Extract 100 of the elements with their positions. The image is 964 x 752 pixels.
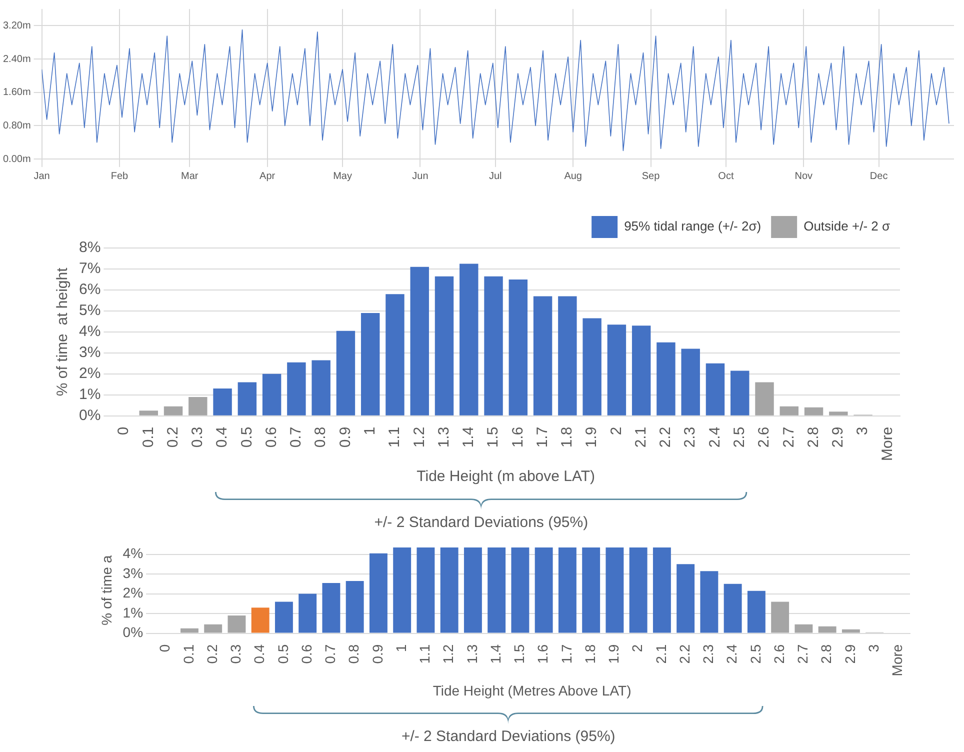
x-tick-label: 1.2	[410, 426, 428, 448]
bar	[336, 330, 356, 416]
bar	[558, 547, 576, 633]
x-tick-label: 2.7	[794, 644, 811, 664]
x-tick-label: 0.9	[369, 644, 386, 664]
bar	[164, 406, 183, 416]
x-tick-label: 2.2	[657, 426, 674, 448]
x-tick-label: 1.7	[534, 426, 551, 448]
bar	[322, 582, 340, 633]
x-tick-label: 0.1	[180, 644, 196, 664]
bar	[238, 382, 257, 416]
x-tick-label: 0.8	[346, 644, 362, 664]
bar	[460, 264, 478, 416]
legend-label: Outside +/- 2 σ	[804, 218, 890, 234]
bar	[818, 626, 836, 633]
y-tick-label: 5%	[78, 302, 101, 320]
bar	[386, 294, 404, 416]
bar	[312, 360, 330, 416]
bar	[607, 324, 626, 416]
x-tick-label: Oct	[718, 170, 734, 182]
bar	[582, 547, 600, 633]
x-tick-label: 0.7	[288, 426, 305, 448]
bar	[484, 276, 503, 416]
x-tick-label: 2.3	[682, 426, 699, 448]
x-tick-label: Nov	[794, 170, 813, 182]
text: +/- 2 Standard Deviations (95%)	[373, 514, 590, 531]
x-tick-label: 2.5	[731, 426, 748, 448]
x-tick-label: 2.3	[700, 644, 716, 664]
legend-label: 95% tidal range (+/- 2σ)	[624, 218, 762, 234]
x-axis-title: Tide Height (m above LAT)	[416, 468, 596, 486]
x-tick-label: 1.4	[460, 426, 478, 448]
x-tick-label: 2	[629, 644, 646, 652]
bar	[180, 628, 198, 633]
y-tick-label: 0%	[78, 406, 101, 424]
bar	[262, 374, 282, 416]
x-tick-label: 1.8	[582, 644, 598, 664]
x-tick-label: Dec	[870, 170, 888, 182]
bar	[440, 547, 458, 633]
y-tick-label: 7%	[78, 260, 101, 278]
bar	[287, 362, 306, 416]
bar	[346, 580, 364, 633]
bar	[188, 396, 208, 416]
bar	[360, 313, 380, 416]
bar	[582, 318, 602, 416]
x-tick-label: 1.9	[606, 644, 622, 664]
bar	[464, 547, 482, 633]
bar	[724, 584, 742, 633]
y-tick-label: 2%	[122, 584, 144, 601]
bar	[213, 388, 232, 416]
bar	[274, 602, 293, 633]
x-tick-label: 1	[361, 426, 378, 436]
bar	[804, 407, 824, 416]
bar	[393, 547, 412, 633]
bar	[747, 590, 766, 633]
x-tick-label: 0.6	[298, 644, 314, 664]
bar	[829, 412, 848, 416]
bar	[700, 571, 718, 633]
x-tick-label: 3	[865, 644, 882, 652]
x-tick-label: 0.3	[228, 644, 244, 664]
x-tick-label: Feb	[110, 170, 129, 182]
x-tick-label: 1.6	[534, 644, 551, 664]
x-tick-label: Jul	[488, 170, 502, 182]
y-axis-title: % of time at height	[54, 266, 72, 396]
x-tick-label: 1.8	[558, 426, 576, 448]
bar	[228, 616, 246, 633]
x-tick-label: 0.8	[312, 426, 330, 448]
x-tick-label: 1.6	[509, 426, 526, 448]
x-tick-label: More	[889, 644, 906, 676]
y-tick-label: 2.40m	[2, 54, 31, 65]
x-tick-label: 0	[156, 644, 173, 652]
x-tick-label: 1.2	[440, 644, 456, 664]
bar	[676, 564, 695, 633]
x-tick-label: 2.9	[830, 426, 847, 448]
bar	[681, 348, 700, 416]
bar	[139, 410, 158, 416]
x-tick-label: 1.1	[386, 426, 404, 448]
x-tick-label: Aug	[564, 170, 582, 182]
x-tick-label: 0.2	[204, 644, 220, 664]
y-tick-label: 2%	[78, 365, 101, 382]
bar	[780, 406, 799, 416]
y-tick-label: 8%	[78, 239, 101, 256]
x-tick-label: 1.5	[484, 426, 502, 448]
y-tick-label: 1%	[122, 604, 144, 620]
y-tick-label: 1.60m	[2, 87, 31, 98]
y-tick-label: 1%	[78, 386, 101, 403]
y-tick-label: 3%	[78, 344, 101, 362]
x-tick-label: 2.9	[842, 644, 858, 664]
y-tick-label: 3%	[122, 564, 144, 581]
x-tick-label: More	[878, 426, 896, 462]
y-tick-label: 0%	[122, 624, 144, 640]
x-tick-label: 0.3	[189, 426, 206, 448]
x-tick-label: 1.1	[416, 644, 433, 664]
y-tick-label: 4%	[122, 545, 144, 562]
bar	[755, 382, 774, 416]
bar	[632, 326, 651, 416]
x-tick-label: 2.7	[780, 426, 798, 448]
x-tick-label: 1.7	[558, 644, 574, 664]
x-tick-label: Sep	[642, 170, 660, 182]
bar	[533, 296, 552, 416]
bar	[416, 547, 435, 633]
